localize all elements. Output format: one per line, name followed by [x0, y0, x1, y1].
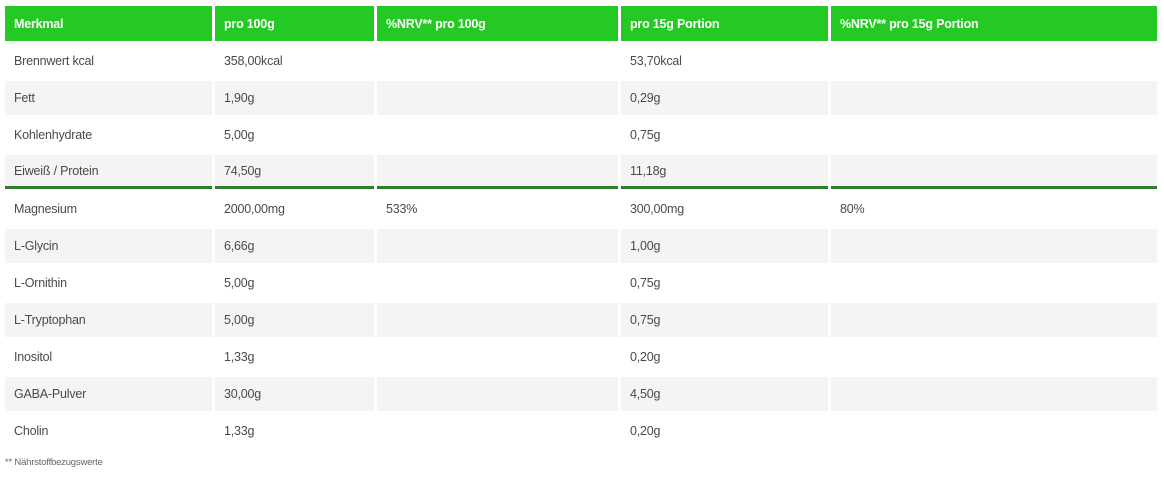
table-row: GABA-Pulver 30,00g 4,50g — [5, 377, 1157, 411]
cell-merkmal: Cholin — [5, 414, 212, 448]
table-row: Fett 1,90g 0,29g — [5, 81, 1157, 115]
header-nrv-pro-100g: %NRV** pro 100g — [377, 6, 618, 41]
cell-pro-portion: 4,50g — [621, 377, 828, 411]
table-row: Eiweiß / Protein 74,50g 11,18g — [5, 155, 1157, 189]
cell-pro-100g: 5,00g — [215, 303, 374, 337]
cell-nrv-portion — [831, 118, 1157, 152]
header-nrv-pro-portion: %NRV** pro 15g Portion — [831, 6, 1157, 41]
cell-pro-100g: 1,33g — [215, 414, 374, 448]
cell-nrv-portion — [831, 44, 1157, 78]
cell-nrv-100g — [377, 340, 618, 374]
footnote: ** Nährstoffbezugswerte — [5, 457, 103, 468]
cell-pro-portion: 0,20g — [621, 340, 828, 374]
cell-pro-100g: 6,66g — [215, 229, 374, 263]
table-row: Brennwert kcal 358,00kcal 53,70kcal — [5, 44, 1157, 78]
cell-merkmal: Brennwert kcal — [5, 44, 212, 78]
cell-nrv-100g — [377, 414, 618, 448]
cell-pro-100g: 5,00g — [215, 266, 374, 300]
table-row: Cholin 1,33g 0,20g — [5, 414, 1157, 448]
cell-pro-portion: 0,75g — [621, 118, 828, 152]
cell-merkmal: L-Tryptophan — [5, 303, 212, 337]
cell-pro-portion: 11,18g — [621, 155, 828, 189]
cell-nrv-100g — [377, 303, 618, 337]
cell-merkmal: Magnesium — [5, 192, 212, 226]
cell-pro-100g: 5,00g — [215, 118, 374, 152]
cell-pro-100g: 30,00g — [215, 377, 374, 411]
cell-pro-portion: 0,75g — [621, 303, 828, 337]
nutrition-table: Merkmal pro 100g %NRV** pro 100g pro 15g… — [5, 6, 1157, 451]
cell-nrv-portion — [831, 266, 1157, 300]
table-row: Kohlenhydrate 5,00g 0,75g — [5, 118, 1157, 152]
table-row: Magnesium 2000,00mg 533% 300,00mg 80% — [5, 192, 1157, 226]
header-merkmal: Merkmal — [5, 6, 212, 41]
table-row: Inositol 1,33g 0,20g — [5, 340, 1157, 374]
table-row: L-Tryptophan 5,00g 0,75g — [5, 303, 1157, 337]
cell-pro-100g: 358,00kcal — [215, 44, 374, 78]
header-pro-100g: pro 100g — [215, 6, 374, 41]
cell-nrv-portion — [831, 377, 1157, 411]
cell-nrv-100g — [377, 229, 618, 263]
cell-merkmal: L-Glycin — [5, 229, 212, 263]
cell-nrv-portion — [831, 414, 1157, 448]
cell-pro-100g: 1,33g — [215, 340, 374, 374]
cell-pro-portion: 0,29g — [621, 81, 828, 115]
cell-pro-100g: 74,50g — [215, 155, 374, 189]
table-row: L-Ornithin 5,00g 0,75g — [5, 266, 1157, 300]
cell-merkmal: L-Ornithin — [5, 266, 212, 300]
cell-nrv-portion — [831, 229, 1157, 263]
cell-nrv-portion — [831, 81, 1157, 115]
cell-nrv-portion: 80% — [831, 192, 1157, 226]
cell-nrv-100g: 533% — [377, 192, 618, 226]
cell-pro-100g: 1,90g — [215, 81, 374, 115]
cell-pro-portion: 0,75g — [621, 266, 828, 300]
header-pro-portion: pro 15g Portion — [621, 6, 828, 41]
cell-pro-portion: 300,00mg — [621, 192, 828, 226]
cell-nrv-100g — [377, 81, 618, 115]
cell-nrv-100g — [377, 266, 618, 300]
table-row: L-Glycin 6,66g 1,00g — [5, 229, 1157, 263]
cell-merkmal: Eiweiß / Protein — [5, 155, 212, 189]
cell-nrv-100g — [377, 155, 618, 189]
cell-merkmal: Fett — [5, 81, 212, 115]
cell-nrv-portion — [831, 303, 1157, 337]
cell-pro-100g: 2000,00mg — [215, 192, 374, 226]
cell-pro-portion: 53,70kcal — [621, 44, 828, 78]
cell-merkmal: Inositol — [5, 340, 212, 374]
cell-nrv-100g — [377, 377, 618, 411]
table-header-row: Merkmal pro 100g %NRV** pro 100g pro 15g… — [5, 6, 1157, 41]
cell-pro-portion: 1,00g — [621, 229, 828, 263]
cell-nrv-100g — [377, 44, 618, 78]
cell-nrv-100g — [377, 118, 618, 152]
cell-pro-portion: 0,20g — [621, 414, 828, 448]
cell-nrv-portion — [831, 340, 1157, 374]
cell-merkmal: Kohlenhydrate — [5, 118, 212, 152]
cell-merkmal: GABA-Pulver — [5, 377, 212, 411]
cell-nrv-portion — [831, 155, 1157, 189]
